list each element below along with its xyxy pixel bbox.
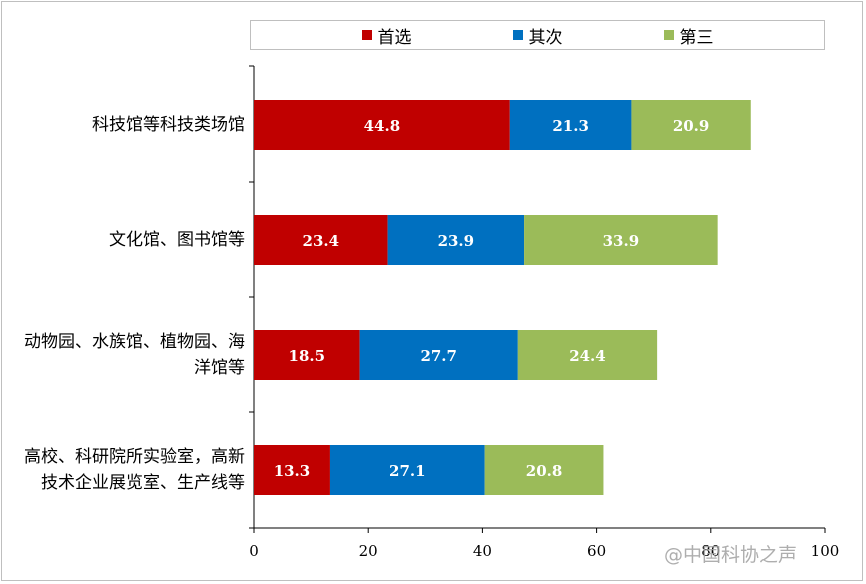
bar-0-0 [254,100,510,150]
data-label-2-0: 18.5 [289,347,326,365]
watermark-text: @中国科协之声 [664,544,798,566]
data-label-0-2: 20.9 [673,117,710,135]
category-label-0: 科技馆等科技类场馆 [0,112,245,138]
category-label-line: 动物园、水族馆、植物园、海 [24,332,245,352]
data-label-0-1: 21.3 [552,117,589,135]
x-tick-label-20: 20 [359,542,378,560]
data-label-1-1: 23.9 [438,232,475,250]
bar-3-2 [484,445,604,495]
data-label-2-2: 24.4 [569,347,606,365]
data-label-3-1: 27.1 [389,462,426,480]
category-label-line: 技术企业展览室、生产线等 [41,473,245,493]
data-label-1-2: 33.9 [603,232,640,250]
legend-item-third: 第三 [663,23,714,48]
legend-label-second: 其次 [528,27,563,48]
bar-3-1 [329,445,485,495]
legend-item-second: 其次 [512,23,563,48]
legend-swatch-first [361,30,372,40]
bar-2-1 [359,330,518,380]
x-tick-label-80: 80 [701,542,720,560]
x-tick-label-40: 40 [473,542,492,560]
category-label-3: 高校、科研院所实验室，高新技术企业展览室、生产线等 [0,444,245,496]
x-tick-label-100: 100 [811,542,840,560]
data-label-3-0: 13.3 [274,462,311,480]
bar-3-0 [254,445,330,495]
legend-swatch-second [512,30,523,40]
bar-1-2 [524,215,718,265]
category-label-line: 高校、科研院所实验室，高新 [24,447,245,467]
bar-2-2 [517,330,658,380]
legend-swatch-third [663,30,674,40]
category-label-line: 洋馆等 [194,358,245,378]
category-label-line: 科技馆等科技类场馆 [92,115,245,135]
bar-2-0 [254,330,360,380]
legend-label-first: 首选 [377,27,412,48]
data-label-2-1: 27.7 [420,347,457,365]
legend-label-third: 第三 [679,27,714,48]
data-label-3-2: 20.8 [526,462,563,480]
x-tick-label-60: 60 [587,542,606,560]
chart-legend: 首选 其次 第三 [250,20,825,50]
legend-item-first: 首选 [361,23,412,48]
category-label-1: 文化馆、图书馆等 [0,227,245,253]
bar-0-1 [509,100,632,150]
bar-1-1 [387,215,525,265]
category-label-line: 文化馆、图书馆等 [109,230,245,250]
bar-0-2 [631,100,751,150]
data-label-0-0: 44.8 [364,117,401,135]
x-tick-label-0: 0 [249,542,259,560]
category-label-2: 动物园、水族馆、植物园、海洋馆等 [0,329,245,381]
bar-1-0 [254,215,388,265]
data-label-1-0: 23.4 [303,232,340,250]
